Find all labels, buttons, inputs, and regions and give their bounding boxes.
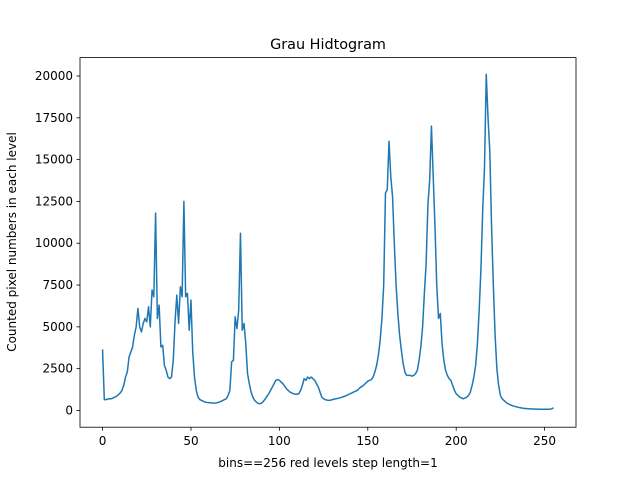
x-tick-label: 50 xyxy=(183,434,198,448)
x-tick-label: 200 xyxy=(445,434,468,448)
y-tick-label: 7500 xyxy=(42,278,73,292)
y-tick-label: 15000 xyxy=(35,153,73,167)
chart-title: Grau Hidtogram xyxy=(270,37,386,53)
x-tick-label: 100 xyxy=(268,434,291,448)
x-axis-label: bins==256 red levels step length=1 xyxy=(218,456,437,470)
y-tick-label: 20000 xyxy=(35,69,73,83)
axes-frame xyxy=(79,57,577,428)
x-tick-label: 150 xyxy=(356,434,379,448)
y-axis-label: Counted pixel numbers in each level xyxy=(5,132,19,352)
y-tick-label: 5000 xyxy=(42,320,73,334)
x-tick-label: 250 xyxy=(533,434,556,448)
y-tick-label: 0 xyxy=(65,403,73,417)
y-tick-label: 17500 xyxy=(35,111,73,125)
y-tick-label: 12500 xyxy=(35,194,73,208)
y-tick-label: 2500 xyxy=(42,362,73,376)
y-tick-label: 10000 xyxy=(35,236,73,250)
data-line xyxy=(101,73,554,411)
x-tick-label: 0 xyxy=(99,434,107,448)
